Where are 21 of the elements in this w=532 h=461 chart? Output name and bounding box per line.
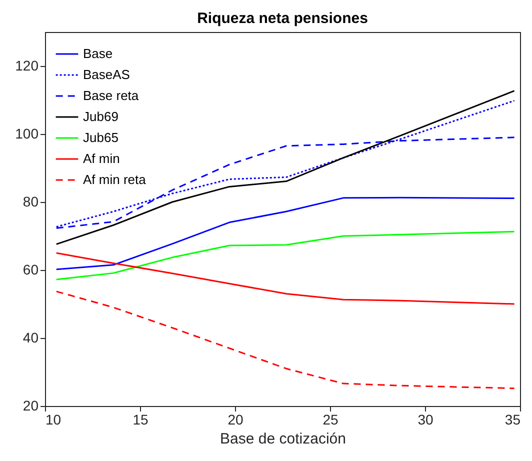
legend-label: Jub69 <box>83 109 118 124</box>
legend-label: Jub65 <box>83 130 118 145</box>
y-tick-label: 60 <box>22 262 39 278</box>
x-tick-label: 10 <box>46 412 62 428</box>
y-tick-label: 100 <box>15 126 39 142</box>
legend-label: Af min reta <box>83 172 147 187</box>
y-tick-label: 40 <box>22 330 39 346</box>
x-tick-label: 30 <box>418 412 434 428</box>
legend-label: Base <box>83 46 113 61</box>
x-tick-label: 35 <box>504 412 521 428</box>
y-tick-label: 80 <box>22 194 39 210</box>
legend-label: Af min <box>83 151 120 166</box>
chart-title: Riqueza neta pensiones <box>197 10 368 27</box>
y-tick-label: 120 <box>15 58 39 74</box>
x-tick-label: 25 <box>322 412 338 428</box>
x-tick-label: 20 <box>228 412 244 428</box>
x-tick-label: 15 <box>132 412 148 428</box>
y-tick-label: 20 <box>22 398 39 414</box>
legend-label: BaseAS <box>83 67 130 82</box>
legend-label: Base reta <box>83 88 140 103</box>
x-axis-title: Base de cotización <box>220 430 346 448</box>
